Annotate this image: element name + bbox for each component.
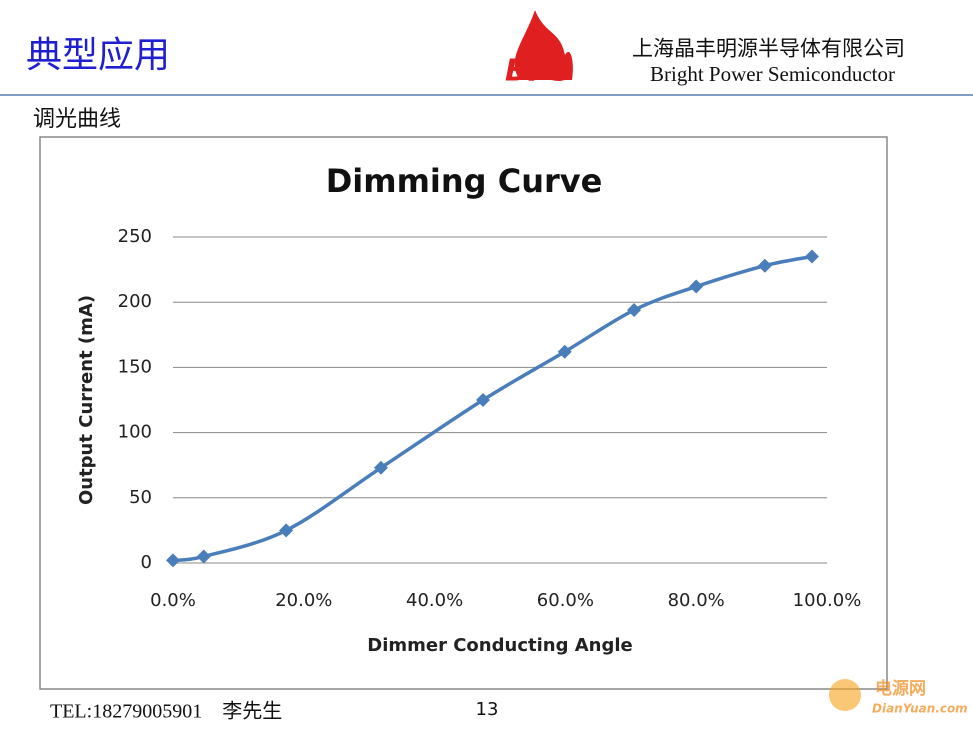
data-point <box>196 549 211 564</box>
data-point <box>627 303 642 318</box>
data-point <box>689 279 704 294</box>
data-point <box>279 523 294 538</box>
y-tick-label: 250 <box>118 226 152 247</box>
y-tick-label: 50 <box>129 487 152 508</box>
watermark-icon <box>829 679 861 711</box>
company-cn: 上海晶丰明源半导体有限公司 <box>632 37 905 61</box>
y-tick-label: 100 <box>118 422 152 443</box>
slide-title: 典型应用 <box>26 35 170 76</box>
logo: BPS <box>505 10 573 89</box>
data-point <box>373 460 388 475</box>
y-tick-label: 150 <box>118 356 152 377</box>
data-point <box>557 344 572 359</box>
watermark-site: DianYuan.com <box>872 702 968 716</box>
y-tick-label: 200 <box>118 291 152 312</box>
x-tick-label: 40.0% <box>406 590 463 611</box>
x-tick-label: 100.0% <box>793 590 862 611</box>
logo-text: BPS <box>505 54 571 89</box>
chart-title: Dimming Curve <box>326 162 603 200</box>
plot-area: 0 50 100 150 200 250 0.0% 20.0% 40.0% 60.0% 80.0% 1… <box>118 226 862 611</box>
y-axis-title: Output Current (mA) <box>76 295 97 505</box>
logo-flame <box>514 10 573 80</box>
x-tick-label: 20.0% <box>275 590 332 611</box>
x-tick-label: 80.0% <box>668 590 725 611</box>
y-tick-label: 0 <box>141 552 152 573</box>
x-tick-label: 60.0% <box>537 590 594 611</box>
data-line <box>172 254 813 563</box>
watermark-name: 电源网 <box>875 678 926 699</box>
x-axis-title: Dimmer Conducting Angle <box>367 635 632 656</box>
company-en: Bright Power Semiconductor <box>650 62 895 86</box>
section-title: 调光曲线 <box>33 107 121 132</box>
page-number: 13 <box>476 699 499 720</box>
data-point <box>757 258 772 273</box>
data-point <box>475 393 490 407</box>
x-tick-label: 0.0% <box>150 590 196 611</box>
footer-contact: TEL:18279005901 李先生 <box>50 700 282 723</box>
data-point <box>166 553 180 568</box>
data-point <box>804 249 819 264</box>
